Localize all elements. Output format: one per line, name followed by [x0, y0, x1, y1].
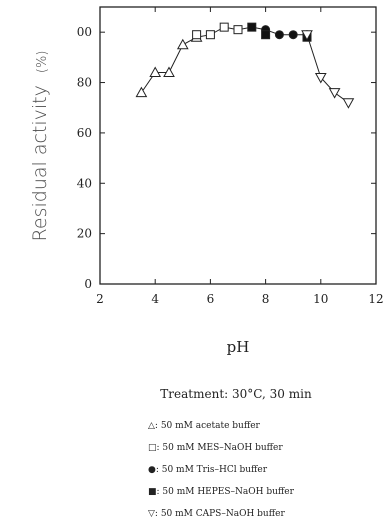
data-point-triangle-up-open	[163, 66, 175, 77]
data-point-triangle-up-open	[135, 86, 148, 98]
y-axis-label-text: Residual activity	[29, 85, 51, 241]
svg-text:Residual activity (%): Residual activity (%)	[29, 51, 51, 242]
data-point-square-open	[205, 30, 215, 40]
treatment-annotation: Treatment: 30°C, 30 min	[160, 387, 312, 401]
trend-line	[140, 26, 349, 104]
data-point-triangle-down-open	[328, 88, 341, 99]
data-markers	[135, 22, 355, 109]
data-point-triangle-down-open	[301, 30, 313, 41]
legend: △: 50 mM acetate buffer □: 50 mM MES–NaOH…	[148, 421, 295, 519]
legend-entry: ■: 50 mM HEPES–NaOH buffer	[148, 487, 295, 497]
trend-line-group	[140, 26, 349, 104]
y-axis-unit: (%)	[35, 51, 50, 74]
x-tick-label: 8	[262, 292, 270, 306]
y-tick-label: 60	[77, 126, 92, 140]
data-point-circle-filled	[274, 30, 284, 40]
legend-entry: ▽: 50 mM CAPS–NaOH buffer	[148, 509, 285, 519]
legend-entry: ●: 50 mM Tris–HCl buffer	[148, 465, 268, 475]
data-point-triangle-down-open	[314, 73, 327, 84]
data-point-circle-filled	[288, 30, 298, 40]
y-tick-label: 0	[84, 277, 92, 291]
y-tick-label: 20	[77, 227, 92, 241]
data-point-square-filled	[247, 22, 257, 32]
y-tick-label: 80	[77, 76, 92, 90]
data-point-triangle-down-open	[342, 98, 355, 109]
y-tick-label: 40	[77, 176, 92, 190]
y-axis-ticks: 0 20 40 60 80 00	[77, 25, 376, 291]
y-axis-label: Residual activity (%)	[29, 51, 51, 242]
x-tick-label: 4	[151, 292, 159, 306]
x-tick-label: 2	[96, 292, 104, 306]
data-point-square-filled	[261, 30, 271, 40]
x-tick-label: 10	[313, 292, 328, 306]
legend-entry: △: 50 mM acetate buffer	[148, 421, 261, 431]
legend-entry: □: 50 mM MES–NaOH buffer	[148, 443, 283, 453]
data-point-square-open	[219, 22, 229, 32]
x-tick-label: 6	[207, 292, 215, 306]
data-point-triangle-up-open	[176, 38, 189, 50]
x-axis-ticks: 2 4 6 8 10 12	[96, 7, 384, 306]
y-tick-label: 00	[77, 25, 92, 39]
x-tick-label: 12	[368, 292, 383, 306]
data-point-square-open	[192, 30, 202, 40]
plot-frame	[99, 6, 377, 285]
data-point-square-open	[233, 25, 243, 35]
data-point-triangle-up-open	[149, 66, 162, 77]
x-axis-label: pH	[227, 338, 250, 356]
